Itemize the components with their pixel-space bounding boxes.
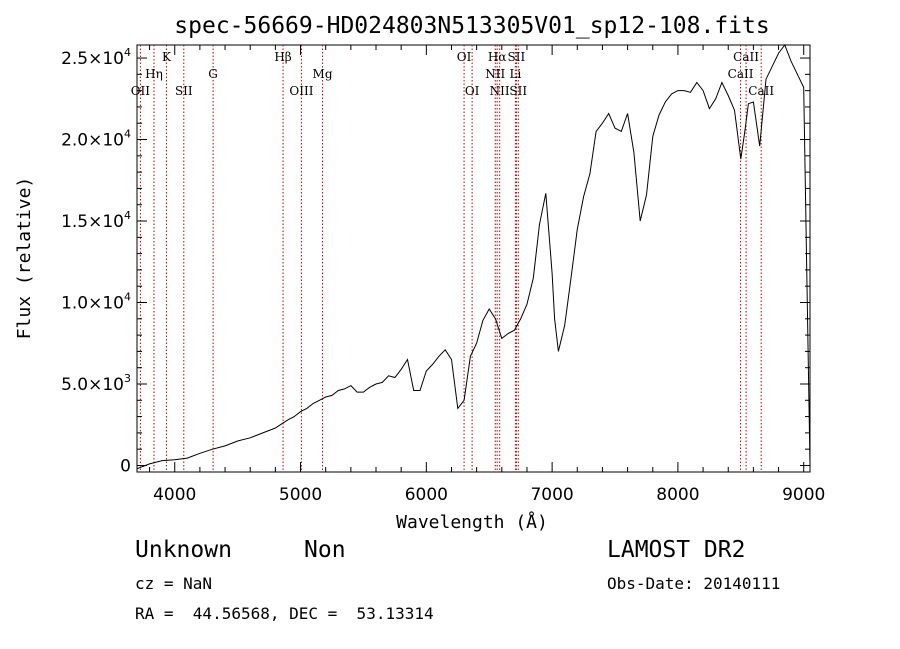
plot-frame [136,44,811,473]
y-tick-mantissa: 1.0×10 [61,294,124,314]
emission-line-label: OIII [289,84,313,98]
emission-line-label: Hα [488,50,507,64]
x-tick-label: 6000 [405,485,448,505]
x-tick-label: 8000 [656,485,699,505]
emission-line-label: NII [485,67,505,81]
y-tick-mantissa: 2.0×10 [61,131,124,151]
x-axis-ticks: 4000 5000 6000 7000 8000 9000 [149,45,825,505]
x-tick-label: 4000 [153,485,196,505]
y-tick-exponent: 3 [124,372,131,385]
emission-line-label: Hη [145,67,163,81]
emission-line-label: SII [509,84,527,98]
object-subclass: Non [304,537,346,563]
y-tick-exponent: 4 [124,209,131,222]
emission-line-label: Mg [313,67,333,81]
coordinates: RA = 44.56568, DEC = 53.13314 [135,604,434,623]
object-class: Unknown [135,537,232,563]
y-tick-label: 1.5×104 [61,209,131,232]
emission-line-labels: OIIHηKSIIGHβOIIIMgOIOINIIHαNIISIILiSIICa… [131,50,775,98]
survey-name: LAMOST DR2 [607,537,746,563]
emission-line-label: SII [175,84,193,98]
y-tick-mantissa: 5.0×10 [61,375,124,395]
y-tick-mantissa: 1.5×10 [61,212,124,232]
y-tick-label: 1.0×104 [61,291,131,314]
x-tick-label: 9000 [782,485,825,505]
emission-line-label: OI [457,50,472,64]
emission-line-label: CaII [748,84,774,98]
redshift-cz: cz = NaN [135,574,213,593]
y-tick-exponent: 4 [124,291,131,304]
emission-line-markers [139,45,762,472]
emission-line-label: CaII [733,50,759,64]
y-tick-label: 2.0×104 [61,128,131,151]
y-tick-label: 5.0×103 [61,372,131,395]
y-axis-label: Flux (relative) [14,177,35,340]
observation-date: Obs-Date: 20140111 [607,574,781,593]
chart-title: spec-56669-HD024803N513305V01_sp12-108.f… [174,13,769,39]
spectrum-chart: spec-56669-HD024803N513305V01_sp12-108.f… [14,13,825,533]
emission-line-label: Hβ [274,50,291,64]
y-tick-label: 2.5×104 [61,46,131,69]
emission-line-label: K [162,50,172,64]
x-axis-label: Wavelength (Å) [396,511,548,533]
x-tick-label: 7000 [530,485,573,505]
spectrum-line [136,43,811,470]
y-tick-mantissa: 0 [120,456,131,476]
y-tick-exponent: 4 [124,46,131,59]
emission-line-label: CaII [728,67,754,81]
emission-line-label: G [208,67,218,81]
emission-line-label: NII [490,84,510,98]
y-tick-label: 0 [120,456,131,476]
y-tick-mantissa: 2.5×10 [61,49,124,69]
emission-line-label: OI [465,84,480,98]
emission-line-label: Li [509,67,521,81]
emission-line-label: SII [508,50,526,64]
y-tick-exponent: 4 [124,128,131,141]
x-tick-label: 5000 [279,485,322,505]
